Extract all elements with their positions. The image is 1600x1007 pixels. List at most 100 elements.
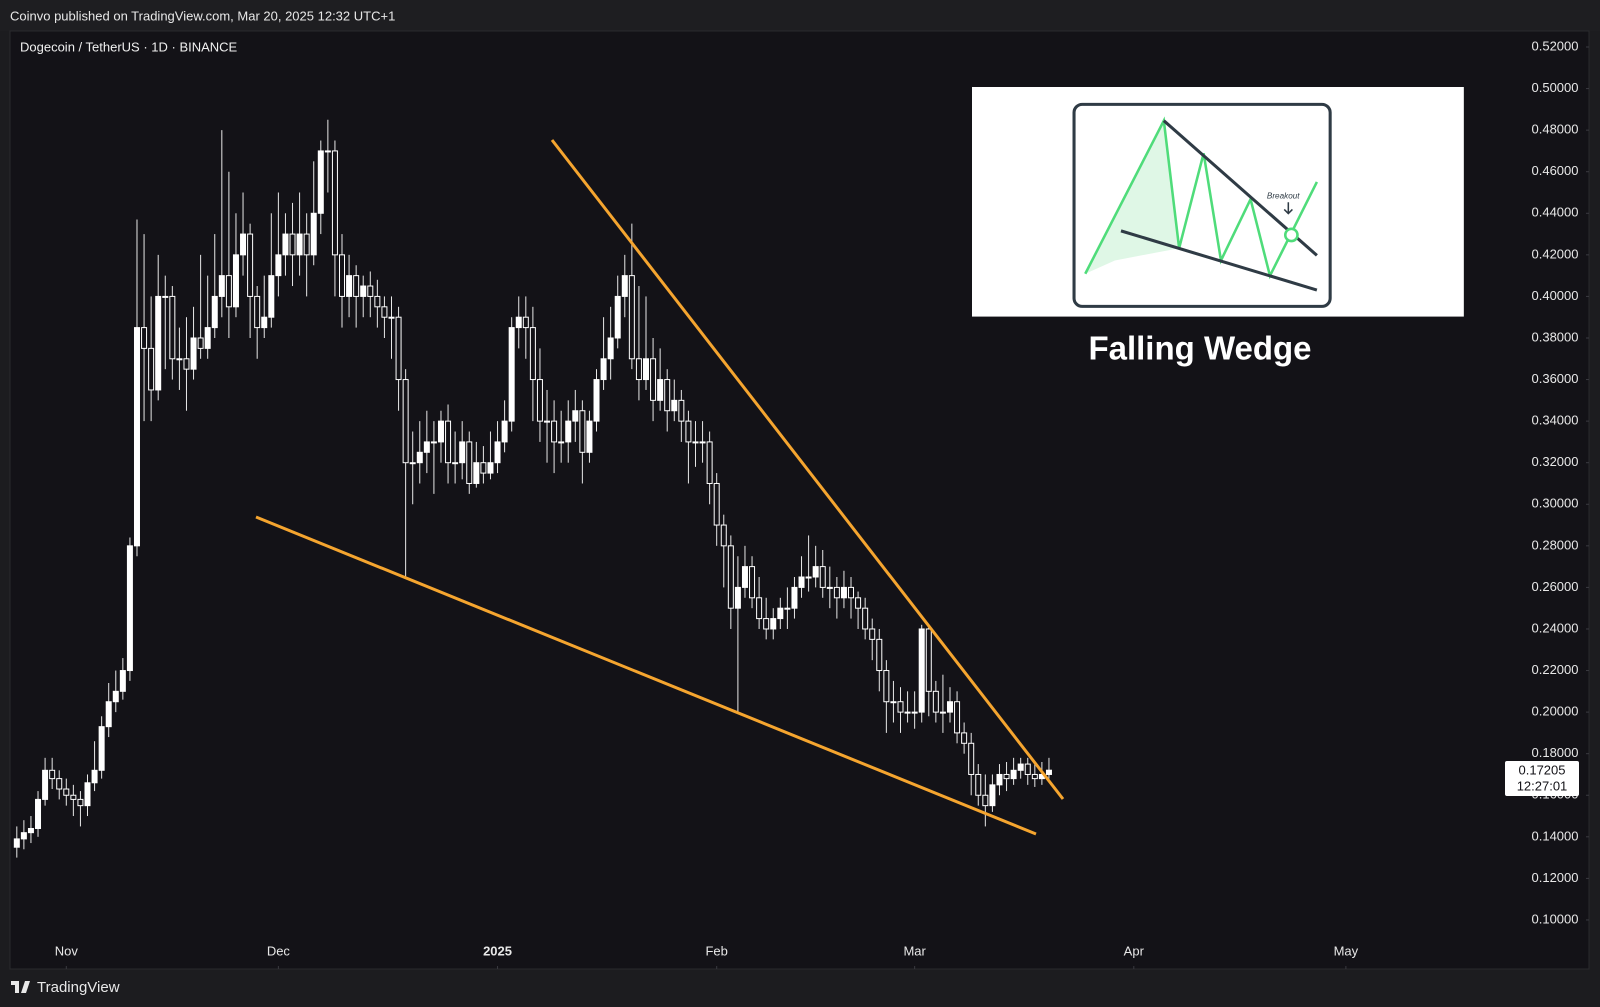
countdown: 12:27:01 [1517,778,1568,793]
candle-body [232,254,239,308]
candle-body [42,769,49,800]
candle-body [409,462,416,465]
y-tick-label: 0.32000 [1532,454,1579,469]
candle-body [346,275,353,297]
candle-body [749,566,756,599]
candle-body [699,441,706,444]
candle-body [225,275,232,308]
inset-caption: Falling Wedge [1088,330,1311,367]
candle-body [324,150,331,153]
candle-body [932,690,939,713]
candle-body [501,420,508,443]
candle-body [968,742,975,775]
plot: Nov Dec 2025 Feb Mar Apr May [13,46,1589,969]
candle-body [812,566,819,578]
candle-body [27,828,34,834]
candle-body [890,701,897,704]
candle-body [855,597,862,609]
y-tick-label: 0.36000 [1532,371,1579,386]
y-tick-label: 0.14000 [1532,828,1579,843]
candle-body [169,295,176,360]
candle-body [628,275,635,360]
candle-body [876,638,883,672]
candle-body [105,701,112,728]
candle-body [607,337,614,360]
candle-body [494,441,501,464]
candle-body [621,275,628,297]
candle-body [1010,769,1017,780]
candle-body [204,327,211,349]
y-tick-label: 0.34000 [1532,413,1579,428]
candle-body [918,628,925,713]
candle-body [218,275,225,297]
y-tick-label: 0.10000 [1532,911,1579,926]
candle-body [671,399,678,412]
candle-body [480,462,487,474]
candle-body [84,782,91,807]
candle-body [1003,773,1010,780]
y-tick-label: 0.44000 [1532,205,1579,220]
candle-body [600,358,607,381]
candle-body [282,233,289,256]
candle-body [961,732,968,744]
candle-body [98,726,105,771]
candle-body [473,462,480,484]
candle-body [996,773,1003,786]
candle-body [423,441,430,453]
candle-body [141,327,148,349]
x-tick-label: 2025 [483,943,512,958]
candle-body [508,327,515,422]
candle-body [770,618,777,630]
candle-body [515,316,522,329]
candle-body [586,420,593,453]
candle-body [713,482,720,526]
candle-body [706,441,713,484]
candle-body [360,285,367,297]
candle-body [579,410,586,453]
x-tick-label: Mar [903,943,926,958]
candle-body [459,441,466,464]
inset-breakout-point [1283,227,1299,243]
candle-body [395,316,402,381]
y-tick-label: 0.40000 [1532,288,1579,303]
candle-body [954,701,961,734]
candle-body [777,607,784,620]
candle-body [445,420,452,464]
candle-body [741,566,748,588]
candle-body [1031,773,1038,780]
candle-body [1024,763,1031,775]
candle-body [317,150,324,214]
price-tag-box [1505,761,1579,796]
candle-body [126,545,133,672]
candle-body [522,316,529,329]
candle-body [805,576,812,579]
candle-body [162,295,169,298]
candle-body [869,628,876,640]
candle-body [367,285,374,297]
candle-body [275,254,282,277]
candle-body [402,379,409,464]
candle-body [254,295,261,329]
candle-body [833,586,840,599]
candle-body [466,441,473,484]
y-tick-label: 0.50000 [1532,80,1579,95]
brand-name: TradingView [37,979,120,996]
candle-body [289,233,296,256]
inset-arrow [1283,202,1293,215]
price-tag: 0.17205 12:27:01 [1505,761,1579,796]
candle-body [190,337,197,370]
candle-body [756,597,763,620]
candle-body [268,275,275,318]
candle-body [197,337,204,349]
candle-body [339,254,346,297]
candle-body [303,233,310,256]
candle-body [77,798,84,807]
inset-zigzag [1084,116,1319,280]
candle-body [593,379,600,422]
candle-body [20,832,27,840]
candle-body [734,586,741,609]
candle-body [678,399,685,422]
candle-body [310,212,317,256]
